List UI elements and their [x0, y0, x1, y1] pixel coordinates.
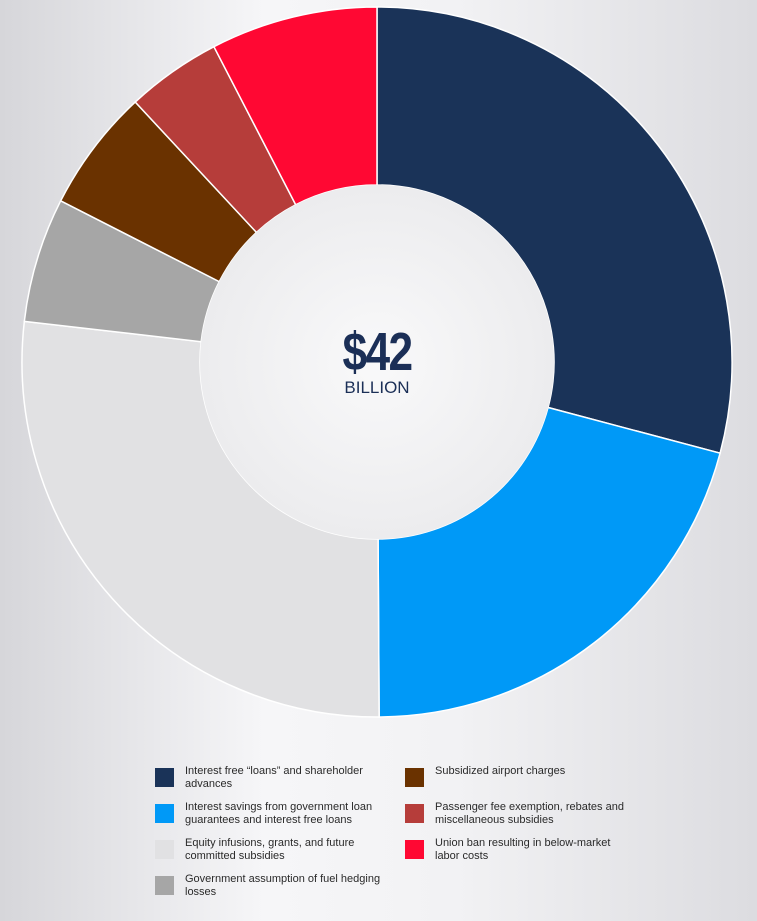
legend-item: Interest free “loans” and shareholder ad… — [155, 765, 405, 791]
legend: Interest free “loans” and shareholder ad… — [155, 765, 625, 899]
donut-slices — [21, 6, 733, 718]
legend-item: Passenger fee exemption, rebates and mis… — [405, 801, 625, 827]
legend-label: Subsidized airport charges — [435, 765, 566, 777]
legend-label: Government assumption of fuel hedging lo… — [185, 873, 381, 898]
legend-swatch — [155, 840, 174, 859]
legend-item: Interest savings from government loan gu… — [155, 801, 405, 827]
legend-label: Equity infusions, grants, and future com… — [185, 837, 355, 862]
legend-swatch — [405, 768, 424, 787]
legend-swatch — [155, 768, 174, 787]
donut-hole — [200, 185, 554, 539]
total-amount: $42 — [342, 322, 414, 382]
legend-label: Interest free “loans” and shareholder ad… — [185, 765, 363, 790]
legend-swatch — [405, 840, 424, 859]
legend-swatch — [155, 876, 174, 895]
legend-item: Union ban resulting in below-market labo… — [405, 837, 625, 863]
legend-item: Equity infusions, grants, and future com… — [155, 837, 405, 863]
total-unit: BILLION — [344, 378, 410, 397]
legend-swatch — [405, 804, 424, 823]
legend-label: Union ban resulting in below-market labo… — [435, 837, 611, 862]
legend-item: Subsidized airport charges — [405, 765, 625, 791]
legend-label: Passenger fee exemption, rebates and mis… — [435, 801, 624, 826]
donut-slice-1 — [376, 6, 733, 455]
legend-label: Interest savings from government loan gu… — [185, 801, 373, 826]
legend-item: Government assumption of fuel hedging lo… — [155, 873, 405, 899]
legend-swatch — [155, 804, 174, 823]
